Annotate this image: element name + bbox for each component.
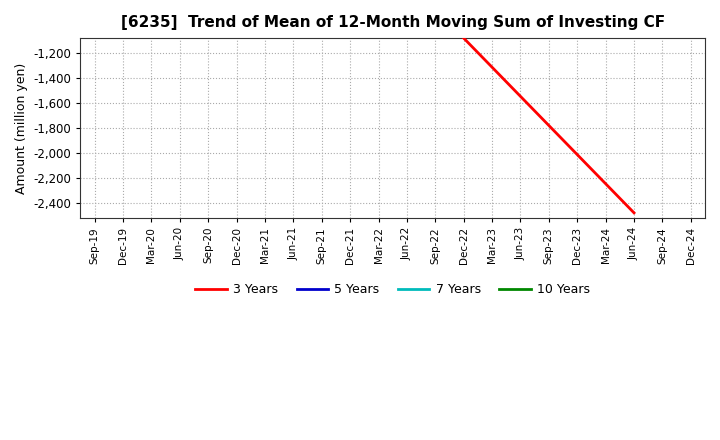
Y-axis label: Amount (million yen): Amount (million yen) [15, 62, 28, 194]
Legend: 3 Years, 5 Years, 7 Years, 10 Years: 3 Years, 5 Years, 7 Years, 10 Years [191, 279, 595, 301]
Title: [6235]  Trend of Mean of 12-Month Moving Sum of Investing CF: [6235] Trend of Mean of 12-Month Moving … [121, 15, 665, 30]
